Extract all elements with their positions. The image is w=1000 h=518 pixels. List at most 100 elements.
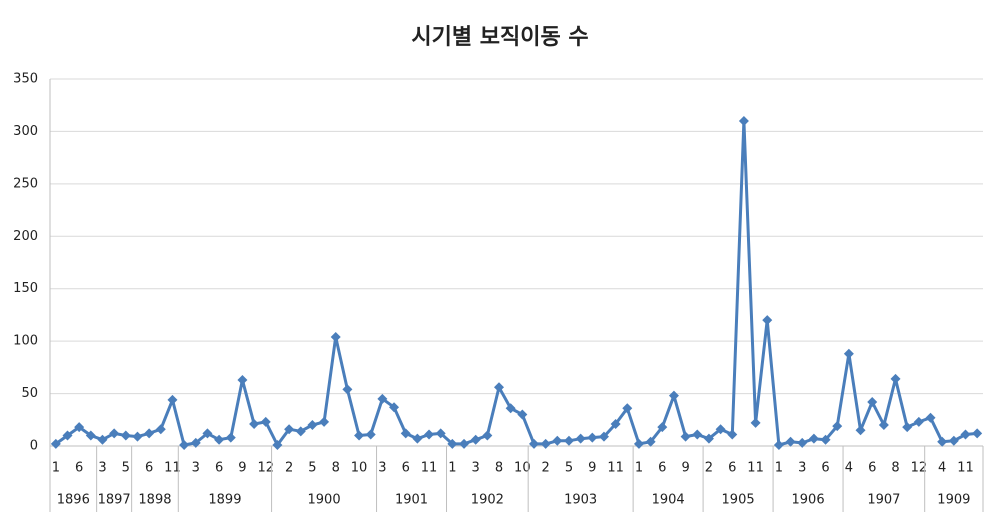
x-tick-label: 11 [421, 461, 438, 476]
data-point [925, 412, 936, 423]
data-point [587, 432, 598, 443]
data-point [622, 403, 633, 414]
data-point [389, 402, 400, 413]
x-tick-label: 6 [145, 461, 153, 476]
x-tick-label: 2 [542, 461, 550, 476]
x-tick-label: 2 [705, 461, 713, 476]
data-point [260, 416, 271, 427]
data-point [913, 416, 924, 427]
data-point [447, 438, 458, 449]
data-point [563, 435, 574, 446]
data-point [715, 424, 726, 435]
x-tick-label: 6 [868, 461, 876, 476]
data-point [505, 403, 516, 414]
data-point [598, 431, 609, 442]
x-tick-label: 12 [911, 461, 928, 476]
data-point [727, 429, 738, 440]
group-label: 1899 [208, 493, 241, 508]
data-point [738, 115, 749, 126]
group-label: 1906 [792, 493, 825, 508]
x-tick-label: 5 [308, 461, 316, 476]
data-point [470, 434, 481, 445]
data-point [878, 420, 889, 431]
x-tick-label: 6 [75, 461, 83, 476]
x-tick-label: 11 [747, 461, 764, 476]
y-tick-label: 150 [13, 281, 38, 296]
x-tick-label: 3 [192, 461, 200, 476]
data-point [762, 315, 773, 326]
data-point [190, 437, 201, 448]
y-tick-label: 0 [30, 439, 38, 454]
x-tick-label: 9 [681, 461, 689, 476]
y-tick-label: 300 [13, 124, 38, 139]
group-label: 1903 [564, 493, 597, 508]
data-point [319, 416, 330, 427]
data-point [750, 417, 761, 428]
data-point [948, 435, 959, 446]
data-point [272, 439, 283, 450]
data-point [773, 439, 784, 450]
data-point [249, 418, 260, 429]
group-label: 1898 [138, 493, 171, 508]
data-point [365, 429, 376, 440]
data-point [517, 409, 528, 420]
x-tick-label: 9 [238, 461, 246, 476]
data-point [808, 433, 819, 444]
data-point [97, 434, 108, 445]
x-tick-label: 10 [514, 461, 531, 476]
data-point [692, 429, 703, 440]
group-label: 1901 [395, 493, 428, 508]
group-label: 1896 [57, 493, 90, 508]
data-point [610, 418, 621, 429]
group-label: 1905 [722, 493, 755, 508]
x-tick-label: 3 [378, 461, 386, 476]
group-label: 1902 [471, 493, 504, 508]
data-point [785, 436, 796, 447]
data-point [202, 428, 213, 439]
data-point [400, 428, 411, 439]
data-point [109, 428, 120, 439]
data-point [820, 434, 831, 445]
data-point [144, 428, 155, 439]
x-tick-label: 5 [122, 461, 130, 476]
data-point [62, 430, 73, 441]
data-point [797, 437, 808, 448]
data-point [342, 384, 353, 395]
data-point [575, 433, 586, 444]
data-point [74, 422, 85, 433]
x-tick-label: 6 [728, 461, 736, 476]
group-label: 1907 [867, 493, 900, 508]
data-point [645, 436, 656, 447]
group-label: 1909 [937, 493, 970, 508]
chart-title: 시기별 보직이동 수 [411, 25, 588, 50]
data-point [295, 426, 306, 437]
x-tick-label: 12 [257, 461, 274, 476]
data-point [703, 433, 714, 444]
x-tick-label: 6 [658, 461, 666, 476]
series-line [54, 119, 978, 447]
x-tick-label: 2 [285, 461, 293, 476]
data-point [167, 394, 178, 405]
y-tick-label: 350 [13, 72, 38, 87]
group-label: 1897 [98, 493, 131, 508]
x-tick-label: 11 [957, 461, 974, 476]
data-point [179, 439, 190, 450]
group-label: 1904 [652, 493, 685, 508]
x-tick-label: 8 [495, 461, 503, 476]
data-point [459, 438, 470, 449]
data-point [237, 374, 248, 385]
data-point [843, 348, 854, 359]
data-point [330, 331, 341, 342]
x-tick-label: 4 [845, 461, 853, 476]
data-point [867, 396, 878, 407]
x-tick-label: 3 [798, 461, 806, 476]
y-tick-label: 200 [13, 229, 38, 244]
x-tick-label: 1 [448, 461, 456, 476]
data-point [354, 430, 365, 441]
data-point [284, 424, 295, 435]
data-point [633, 438, 644, 449]
data-point [424, 429, 435, 440]
data-point [890, 373, 901, 384]
data-point [225, 432, 236, 443]
